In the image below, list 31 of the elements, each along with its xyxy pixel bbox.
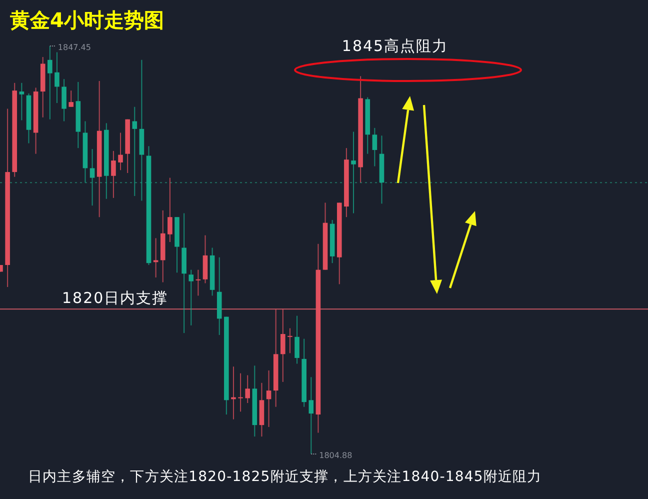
candlestick [48,46,52,120]
candlestick [132,106,138,196]
text: 日内主多辅空，下方关注1820-1825附近支撑，上方关注1840-1845附近阻力 [28,469,542,485]
candlestick [288,328,292,354]
candlestick [196,269,201,296]
chart-title: 黄金4小时走势图 [9,8,164,32]
candlestick [111,150,116,198]
candlestick [19,82,24,121]
candlestick [238,372,243,412]
candlestick [90,148,95,206]
candlestick [294,315,300,364]
candlestick [153,238,158,278]
annotation: 1845高点阻力 [342,37,448,55]
price-label: 1804.88 [310,451,352,460]
candlestick [266,370,272,428]
candlestick [202,234,208,284]
ref-line-label: 1820日内支撑 [62,289,168,308]
candlestick [188,269,194,326]
candlestick [308,376,314,454]
annotation: 1847.45 [58,43,92,52]
candlestick [245,374,250,404]
candlestick [372,127,378,167]
candlestick [68,90,74,108]
candlestick [54,52,60,104]
price-label: 1847.45 [49,43,92,52]
annotation: 1804.88 [319,451,352,460]
candlestick [280,308,286,382]
candlestick [351,131,356,214]
candlestick [118,132,123,171]
candlestick [168,177,172,242]
candlestick [62,78,66,122]
